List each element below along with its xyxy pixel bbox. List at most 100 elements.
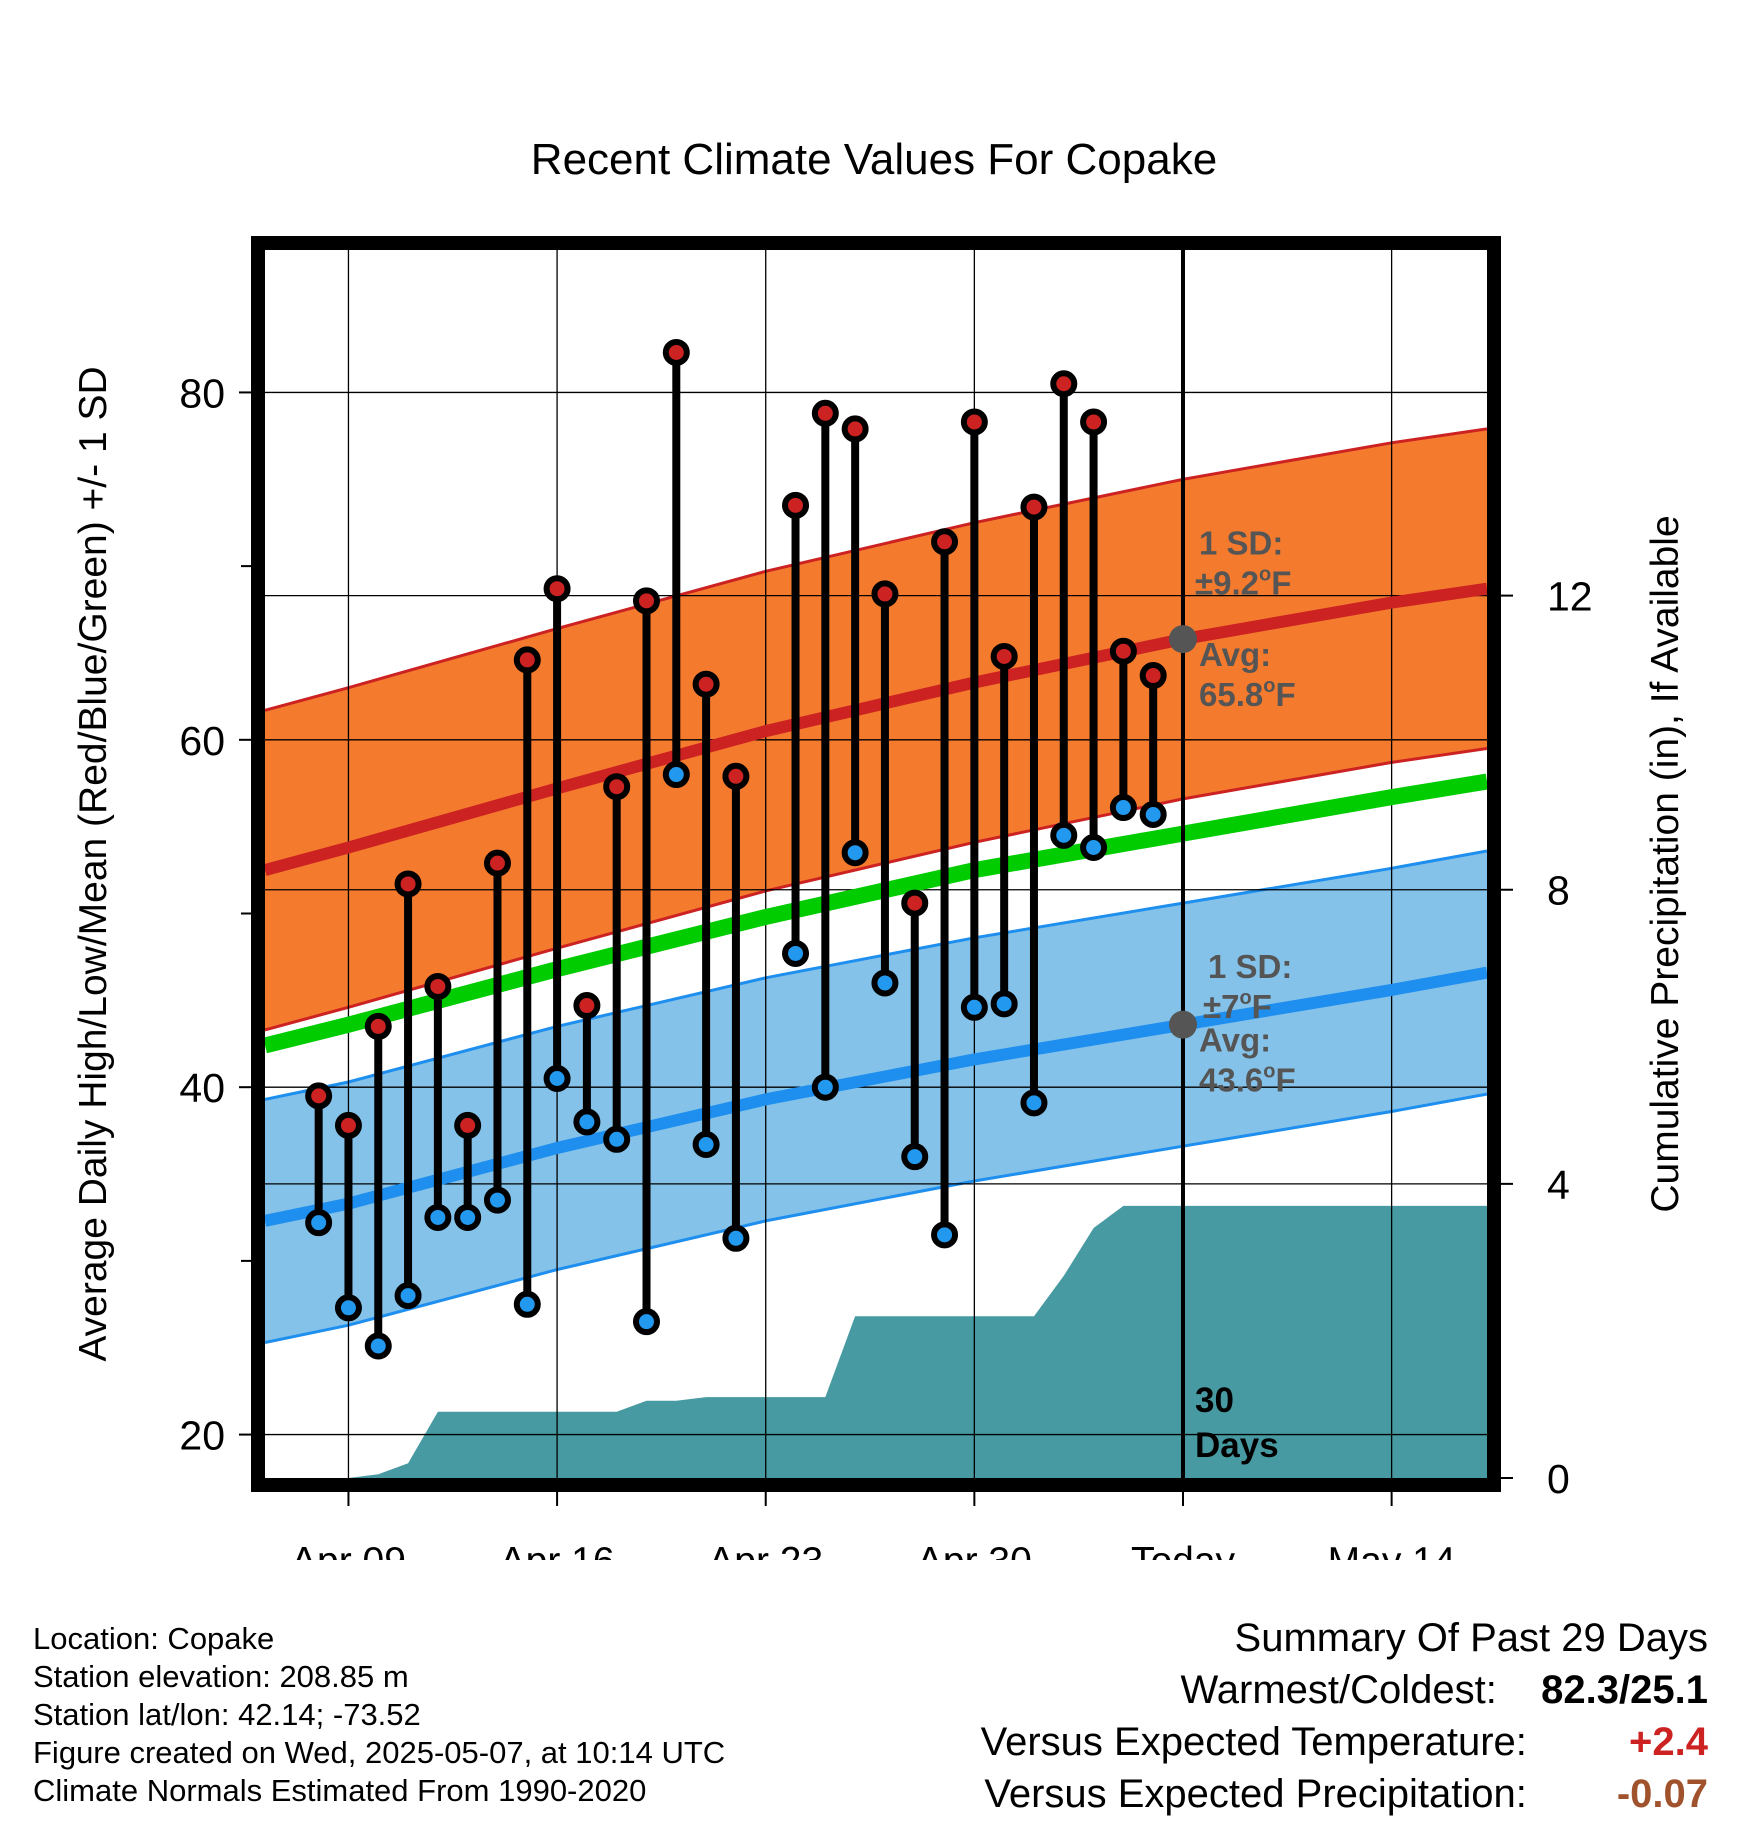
daily-low-point [990,990,1018,1018]
daily-high-point [811,399,839,427]
x-tick-label: May 14 [1328,1540,1456,1560]
daily-high-point [901,889,929,917]
daily-low-point [305,1209,333,1237]
daily-high-point [454,1111,482,1139]
daily-low-point [633,1308,661,1336]
degree-symbol: o [1263,675,1275,697]
temp-vs-expected-label: Versus Expected Temperature: [980,1720,1527,1764]
summary-precipitation: Versus Expected Precipitation: -0.07 [981,1768,1708,1820]
created-text: Figure created on Wed, 2025-05-07, at 10… [33,1735,726,1770]
daily-high-point [364,1012,392,1040]
low-avg-annotation-value: 43.6 [1199,1062,1263,1099]
today-low-normal-marker [1168,1010,1197,1039]
daily-high-point [543,575,571,603]
latlon-text: Station lat/lon: 42.14; -73.52 [33,1697,421,1732]
high-sd-annotation-value: ±9.2 [1195,564,1259,601]
warmest-coldest-value: 82.3/25.1 [1541,1668,1708,1712]
y-tick-label: 40 [179,1065,225,1111]
daily-low-point [513,1290,541,1318]
y-tick-label: 20 [179,1413,225,1459]
daily-low-point [782,939,810,967]
y2-tick-label: 4 [1547,1162,1570,1208]
x-tick-label: Apr 23 [708,1540,823,1560]
daily-low-point [722,1224,750,1252]
daily-high-point [1080,408,1108,436]
normal-low-line [265,966,1487,1227]
today-high-normal-marker [1168,625,1197,654]
daily-high-point [603,773,631,801]
daily-high-point [633,587,661,615]
daily-high-point [1109,637,1137,665]
summary-title: Summary Of Past 29 Days [1234,1616,1708,1660]
daily-high-point [960,408,988,436]
daily-low-point [1050,821,1078,849]
temp-vs-expected-value: +2.4 [1629,1720,1708,1764]
x-tick-label: Apr 16 [500,1540,615,1560]
daily-low-point [1139,800,1167,828]
daily-low-point [871,969,899,997]
summary-warmest-coldest: Warmest/Coldest: 82.3/25.1 [981,1664,1709,1716]
summary-panel: Summary Of Past 29 Days Warmest/Coldest:… [981,1612,1708,1820]
daily-high-point [841,415,869,443]
daily-low-point [1109,794,1137,822]
fahrenheit-unit: F [1275,676,1295,713]
daily-low-point [394,1282,422,1310]
y-axis-title: Average Daily High/Low/Mean (Red/Blue/Gr… [72,366,115,1361]
high-sd-band-lower-edge [265,747,1487,1032]
daily-low-point [603,1125,631,1153]
normals-text: Climate Normals Estimated From 1990-2020 [33,1773,647,1808]
daily-low-point [692,1131,720,1159]
daily-low-point [1080,833,1108,861]
daily-high-point [1050,370,1078,398]
plot-frame [251,236,1501,1492]
daily-low-point [454,1203,482,1231]
daily-high-point [1139,662,1167,690]
daily-low-point [424,1203,452,1231]
daily-high-point [662,338,690,366]
days-count: 30 [1195,1381,1234,1420]
y-tick-label: 80 [179,370,225,416]
high-sd-annotation: ±9.2oF [1195,563,1291,601]
daily-low-point [901,1143,929,1171]
fahrenheit-unit: F [1275,1062,1295,1099]
low-sd-label: 1 SD: [1208,948,1292,985]
daily-low-point [543,1065,571,1093]
high-sd-band-upper-edge [265,427,1487,712]
x-tick-label: Today [1131,1540,1236,1560]
y-tick-label: 60 [179,718,225,764]
daily-low-point [334,1294,362,1322]
precip-vs-expected-value: -0.07 [1616,1772,1708,1816]
daily-low-point [811,1073,839,1101]
daily-low-point [1020,1089,1048,1117]
elevation-text: Station elevation: 208.85 m [33,1659,409,1694]
location-text: Location: Copake [33,1621,275,1656]
daily-low-point [662,761,690,789]
daily-low-point [960,993,988,1021]
fahrenheit-unit: F [1271,564,1291,601]
y2-tick-label: 8 [1547,868,1570,914]
daily-high-point [722,762,750,790]
daily-high-point [394,870,422,898]
daily-low-point [931,1221,959,1249]
warmest-coldest-label: Warmest/Coldest: [1180,1668,1497,1712]
days-label: Days [1195,1426,1279,1465]
degree-symbol: o [1259,563,1271,585]
precip-vs-expected-label: Versus Expected Precipitation: [984,1772,1527,1816]
summary-temperature: Versus Expected Temperature: +2.4 [981,1716,1708,1768]
low-sd-band-upper-edge [265,849,1487,1101]
high-avg-annotation-value: 65.8 [1199,676,1263,713]
low-sd-band-lower-edge [265,1092,1487,1344]
climate-chart: Recent Climate Values For Copake 1 SD:±9… [72,135,1687,1560]
daily-high-point [931,528,959,556]
daily-high-point [424,972,452,1000]
daily-high-point [990,642,1018,670]
daily-low-point [483,1186,511,1214]
daily-high-point [1020,493,1048,521]
daily-high-point [573,992,601,1020]
daily-low-point [573,1108,601,1136]
daily-high-point [871,580,899,608]
high-avg-label: Avg: [1199,636,1271,673]
daily-low-point [841,839,869,867]
low-sd-annotation-value: ±7 [1203,988,1239,1025]
low-sd-annotation: ±7oF [1203,987,1272,1025]
